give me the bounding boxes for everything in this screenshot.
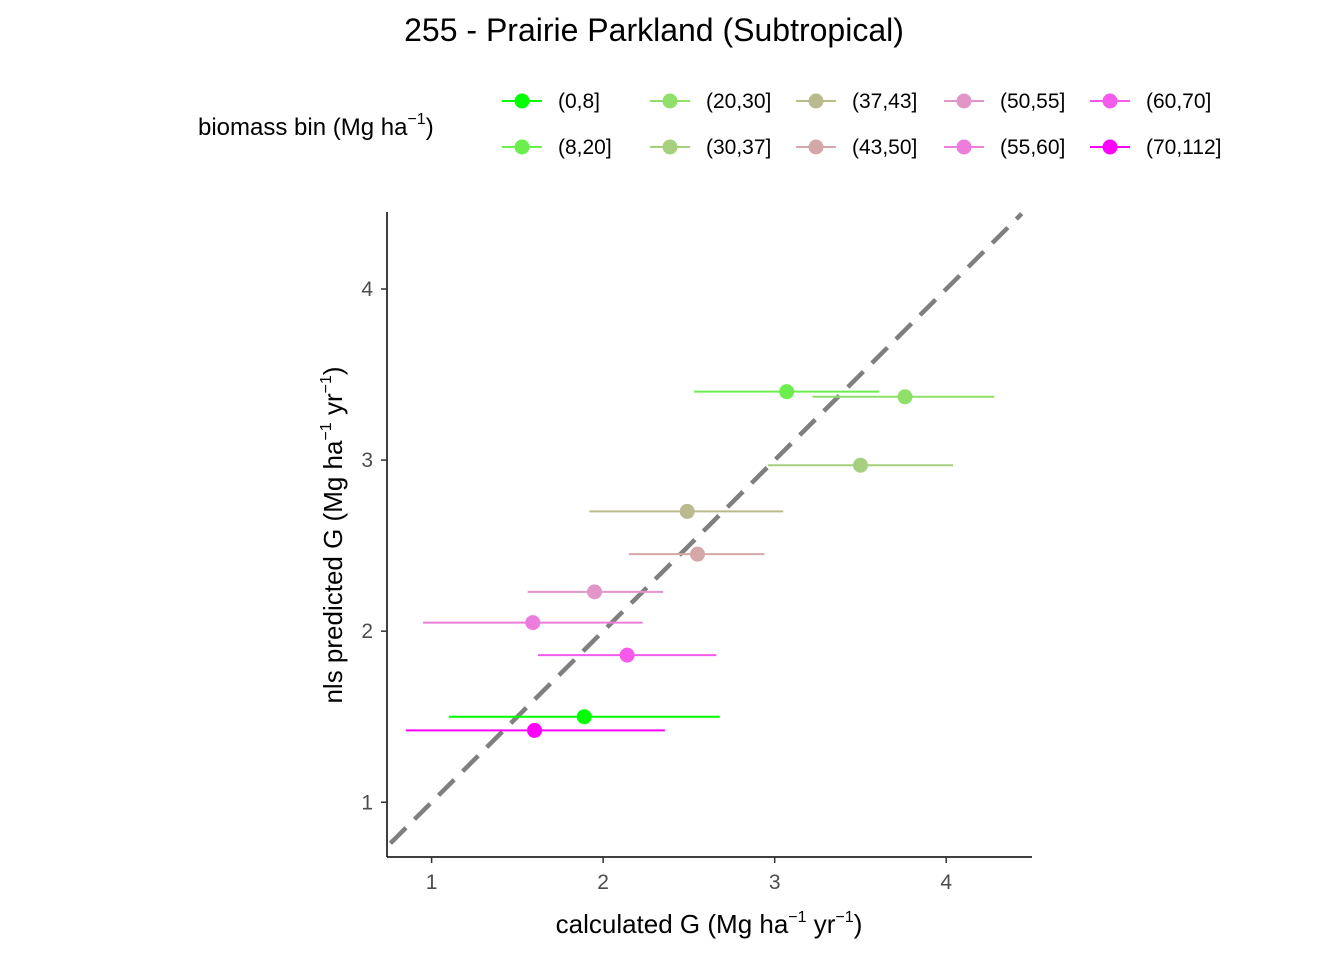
data-point	[619, 647, 635, 663]
legend-item: (8,20]	[502, 136, 612, 159]
legend-item: (60,70]	[1090, 90, 1211, 113]
data-point	[527, 722, 543, 738]
x-tick-label: 1	[426, 871, 438, 894]
one-to-one-reference-line	[388, 212, 1024, 845]
legend-item: (43,50]	[796, 136, 917, 159]
legend-key-point	[662, 139, 678, 155]
x-tick-label: 3	[769, 871, 781, 894]
data-point	[525, 615, 541, 631]
legend-item: (70,112]	[1090, 136, 1222, 159]
legend-key-point	[1102, 139, 1118, 155]
chart-title: 255 - Prairie Parkland (Subtropical)	[404, 12, 904, 48]
legend-key-point	[956, 93, 972, 109]
legend-label: (0,8]	[558, 90, 600, 113]
legend-label: (50,55]	[1000, 90, 1065, 113]
legend-label: (8,20]	[558, 136, 612, 159]
legend-label: (70,112]	[1146, 136, 1222, 159]
data-point	[587, 584, 603, 600]
legend-item: (37,43]	[796, 90, 917, 113]
data-point	[576, 709, 592, 725]
legend-key-point	[514, 139, 530, 155]
legend-label: (43,50]	[852, 136, 917, 159]
legend-key-point	[514, 93, 530, 109]
y-tick-label: 2	[361, 620, 373, 643]
x-tick-label: 2	[597, 871, 609, 894]
legend-key-point	[808, 139, 824, 155]
legend-item: (30,37]	[650, 136, 771, 159]
x-tick-label: 4	[940, 871, 952, 894]
data-point	[852, 457, 868, 473]
data-point	[779, 384, 795, 400]
legend: biomass bin (Mg ha−1) (0,8] (8,20] (20,30]…	[198, 90, 1222, 159]
plot-panel: 1 2 3 4 1 2 3 4	[361, 212, 1032, 894]
legend-item: (50,55]	[944, 90, 1065, 113]
data-point	[897, 389, 913, 405]
legend-label: (37,43]	[852, 90, 917, 113]
y-tick-label: 4	[361, 278, 373, 301]
legend-label: (20,30]	[706, 90, 771, 113]
legend-key-point	[808, 93, 824, 109]
legend-item: (20,30]	[650, 90, 771, 113]
reference-line-group	[388, 212, 1024, 845]
data-point	[689, 546, 705, 562]
legend-item: (55,60]	[944, 136, 1065, 159]
legend-label: (30,37]	[706, 136, 771, 159]
legend-key-point	[662, 93, 678, 109]
y-ticks: 1 2 3 4	[361, 278, 387, 814]
legend-label: (55,60]	[1000, 136, 1065, 159]
data-points	[525, 384, 913, 738]
legend-title: biomass bin (Mg ha−1)	[198, 111, 434, 141]
legend-label: (60,70]	[1146, 90, 1211, 113]
x-axis-label: calculated G (Mg ha−1 yr−1)	[556, 909, 863, 939]
y-tick-label: 1	[361, 791, 373, 814]
legend-item: (0,8]	[502, 90, 600, 113]
legend-key-point	[1102, 93, 1118, 109]
y-axis-label: nls predicted G (Mg ha−1 yr−1)	[318, 366, 348, 703]
data-point	[679, 503, 695, 519]
x-ticks: 1 2 3 4	[426, 857, 952, 894]
legend-key-point	[956, 139, 972, 155]
y-tick-label: 3	[361, 449, 373, 472]
